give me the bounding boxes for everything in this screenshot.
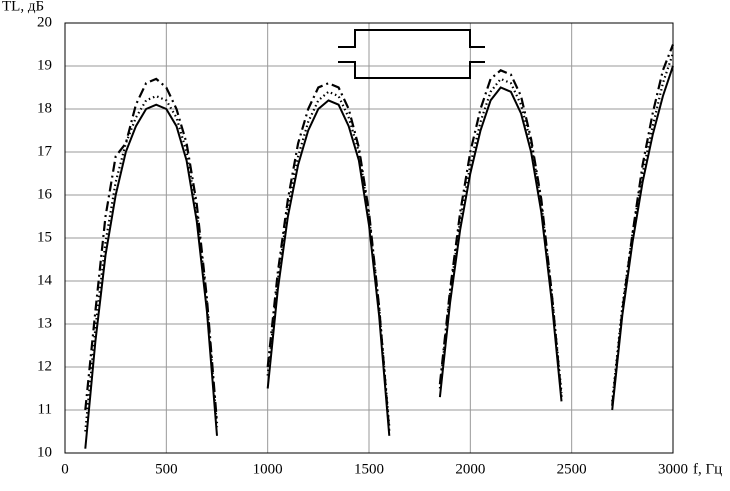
series-line (84, 65, 674, 449)
y-axis-title: TL, дБ (2, 0, 44, 14)
plot-area (64, 22, 675, 454)
chamber-sketch (338, 29, 485, 79)
x-tick-label: 1500 (354, 461, 384, 477)
y-tick-label: 13 (37, 315, 52, 331)
chamber-bottom (338, 61, 485, 79)
chamber-top (338, 29, 485, 48)
x-tick-label: 2000 (455, 461, 485, 477)
series-line (84, 52, 675, 432)
y-tick-label: 16 (37, 186, 53, 202)
y-tick-label: 17 (37, 143, 53, 159)
x-tick-label: 3000 (658, 461, 688, 477)
x-axis-title: f, Гц (693, 461, 722, 477)
y-tick-label: 12 (37, 358, 52, 374)
y-tick-label: 11 (38, 401, 52, 417)
x-tick-label: 500 (155, 461, 178, 477)
plot-frame (64, 22, 674, 454)
x-tick-label: 0 (61, 461, 69, 477)
x-tick-label: 2500 (557, 461, 587, 477)
y-tick-label: 14 (37, 272, 53, 288)
y-tick-label: 10 (37, 444, 52, 460)
y-tick-label: 18 (37, 100, 52, 116)
x-tick-label: 1000 (253, 461, 283, 477)
y-tick-label: 15 (37, 229, 52, 245)
y-tick-label: 20 (37, 14, 52, 30)
series-line (84, 44, 675, 432)
y-tick-label: 19 (37, 57, 52, 73)
